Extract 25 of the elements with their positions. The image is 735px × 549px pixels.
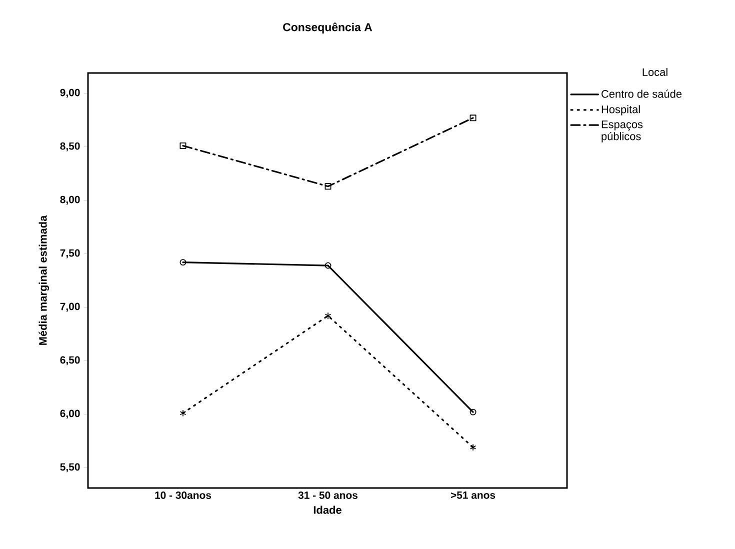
legend-label: Hospital [602,105,640,116]
legend-label: Centro de saúde [602,90,682,98]
point [325,312,331,320]
x-tick-label: 10 - 30anos [155,492,212,499]
y-tick-label: 5,50 [60,463,80,472]
point [180,142,186,149]
point [180,410,186,416]
y-tick-label: 6,50 [60,356,80,366]
y-tick-label: 6,00 [60,410,80,419]
x-axis-title: Idade [314,506,342,514]
chart-title: Consequência A [283,22,372,34]
x-tick-label: 31 - 50 anos [298,492,358,499]
legend-title: Local [642,68,668,76]
y-tick-label: 7,50 [60,249,80,258]
y-tick-label: 8,00 [60,196,80,205]
point [324,262,332,269]
point [470,114,476,122]
y-tick-label: 7,00 [60,302,80,312]
point [324,183,332,190]
y-axis-title: Média marginal estimada [38,215,50,345]
x-tick-label: >51 anos [450,492,496,499]
y-tick-label: 8,50 [60,142,80,152]
y-tick-label: 9,00 [60,88,80,98]
legend-label: Espaços públicos [602,120,643,142]
point [470,444,476,451]
